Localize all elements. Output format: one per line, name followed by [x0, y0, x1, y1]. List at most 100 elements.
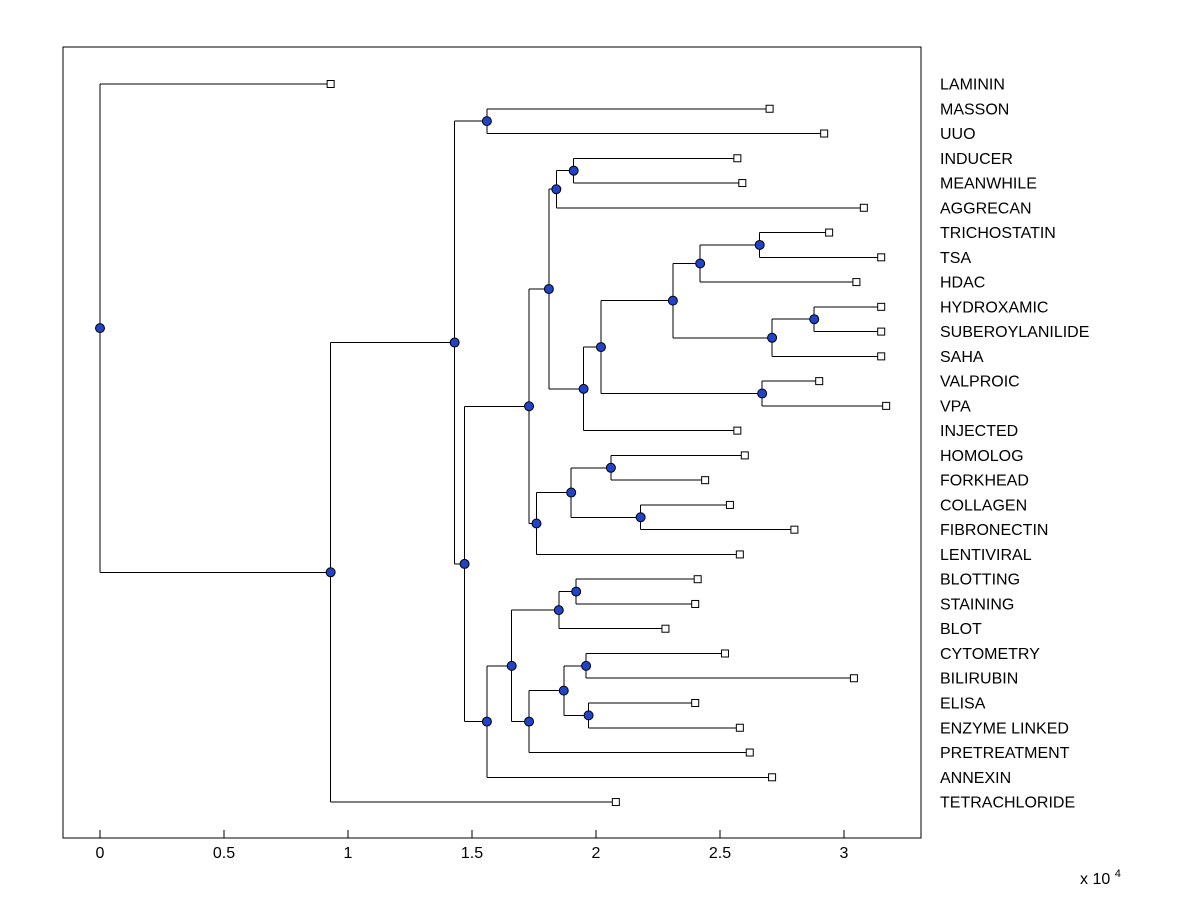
leaf-node-marker[interactable]: [790, 525, 799, 534]
leaf-label: LAMININ: [940, 77, 1005, 94]
leaf-label: ENZYME LINKED: [940, 720, 1069, 737]
leaf-node-marker[interactable]: [720, 649, 729, 658]
leaf-node-marker[interactable]: [815, 377, 824, 386]
leaf-node-marker[interactable]: [733, 154, 742, 163]
leaf-node-marker[interactable]: [820, 129, 829, 138]
leaf-label: FIBRONECTIN: [940, 522, 1048, 539]
leaf-node-marker[interactable]: [740, 451, 749, 460]
leaf-markers: [326, 80, 891, 807]
leaf-node-marker[interactable]: [735, 723, 744, 732]
leaf-label: INDUCER: [940, 151, 1013, 168]
leaf-label: MEANWHILE: [940, 176, 1037, 193]
leaf-label: SAHA: [940, 349, 984, 366]
x-axis-tick-label: 1.5: [461, 845, 483, 862]
leaf-node-marker[interactable]: [825, 228, 834, 237]
branch-node-marker[interactable]: [558, 685, 569, 696]
branch-node-marker[interactable]: [481, 716, 492, 727]
leaf-label: MASSON: [940, 101, 1009, 118]
leaf-label: CYTOMETRY: [940, 646, 1040, 663]
leaf-label: TETRACHLORIDE: [940, 795, 1075, 812]
branch-markers: [95, 116, 820, 727]
branch-node-marker[interactable]: [571, 586, 582, 597]
leaf-node-marker[interactable]: [661, 624, 670, 633]
branch-node-marker[interactable]: [506, 660, 517, 671]
branch-node-marker[interactable]: [757, 388, 768, 399]
leaf-node-marker[interactable]: [877, 253, 886, 262]
leaf-label: VPA: [940, 398, 971, 415]
branch-node-marker[interactable]: [568, 165, 579, 176]
leaf-node-marker[interactable]: [691, 599, 700, 608]
plot-box: [62, 46, 922, 839]
leaf-node-marker[interactable]: [745, 748, 754, 757]
branch-node-marker[interactable]: [695, 258, 706, 269]
branch-node-marker[interactable]: [553, 605, 564, 616]
branch-node-marker[interactable]: [754, 239, 765, 250]
leaf-label: VALPROIC: [940, 374, 1020, 391]
leaf-node-marker[interactable]: [849, 674, 858, 683]
leaf-label: TSA: [940, 250, 971, 267]
branch-node-marker[interactable]: [595, 342, 606, 353]
branch-node-marker[interactable]: [524, 716, 535, 727]
leaf-node-marker[interactable]: [852, 278, 861, 287]
branch-node-marker[interactable]: [481, 116, 492, 127]
leaf-node-marker[interactable]: [768, 773, 777, 782]
branch-node-marker[interactable]: [581, 660, 592, 671]
branch-node-marker[interactable]: [635, 512, 646, 523]
leaf-label: ELISA: [940, 696, 986, 713]
leaf-label: HOMOLOG: [940, 448, 1024, 465]
x-axis-tick-label: 2: [592, 845, 601, 862]
branch-node-marker[interactable]: [449, 337, 460, 348]
branch-node-marker[interactable]: [325, 567, 336, 578]
leaf-node-marker[interactable]: [859, 203, 868, 212]
leaf-node-marker[interactable]: [693, 575, 702, 584]
leaf-label: INJECTED: [940, 423, 1018, 440]
leaf-node-marker[interactable]: [733, 426, 742, 435]
leaf-label: HDAC: [940, 275, 985, 292]
branch-node-marker[interactable]: [95, 323, 105, 334]
x-axis-tick-label: 1: [344, 845, 353, 862]
leaf-label: BLOTTING: [940, 572, 1020, 589]
leaf-node-marker[interactable]: [735, 550, 744, 559]
leaf-label: LENTIVIRAL: [940, 547, 1032, 564]
leaf-node-marker[interactable]: [738, 179, 747, 188]
branch-node-marker[interactable]: [566, 487, 577, 498]
leaf-label: STAINING: [940, 596, 1014, 613]
branch-node-marker[interactable]: [809, 314, 820, 325]
leaf-label: PRETREATMENT: [940, 745, 1070, 762]
branch-node-marker[interactable]: [524, 401, 535, 412]
branch-node-marker[interactable]: [767, 332, 778, 343]
leaf-node-marker[interactable]: [765, 104, 774, 113]
branch-node-marker[interactable]: [551, 184, 562, 195]
branch-node-marker[interactable]: [667, 295, 678, 306]
x-axis-tick-label: 0: [96, 845, 105, 862]
leaf-node-marker[interactable]: [877, 302, 886, 311]
leaf-label: TRICHOSTATIN: [940, 225, 1056, 242]
leaf-label: BILIRUBIN: [940, 671, 1018, 688]
leaf-node-marker[interactable]: [691, 699, 700, 707]
leaf-node-marker[interactable]: [611, 798, 620, 807]
leaf-node-marker[interactable]: [725, 500, 734, 509]
branch-node-marker[interactable]: [459, 558, 470, 569]
leaf-label: ANNEXIN: [940, 770, 1011, 787]
branch-node-marker[interactable]: [531, 518, 542, 529]
leaf-labels: LAMININ MASSON UUO INDUCER MEANWHILE AGGRECAN…: [940, 77, 1089, 812]
leaf-node-marker[interactable]: [882, 401, 891, 410]
leaf-node-marker[interactable]: [877, 327, 886, 336]
branch-node-marker[interactable]: [578, 383, 589, 394]
branch-node-marker[interactable]: [543, 284, 554, 295]
tree-edges: [99, 83, 887, 803]
leaf-node-marker[interactable]: [877, 352, 886, 361]
leaf-label: BLOT: [940, 621, 982, 638]
x-axis-exponent-label: x 10 4: [1080, 868, 1121, 888]
leaf-label: UUO: [940, 126, 976, 143]
leaf-node-marker[interactable]: [326, 80, 335, 88]
leaf-node-marker[interactable]: [701, 476, 710, 485]
leaf-label: AGGRECAN: [940, 200, 1032, 217]
x-axis-tick-label: 2.5: [709, 845, 731, 862]
branch-node-marker[interactable]: [583, 710, 594, 721]
branch-node-marker[interactable]: [605, 462, 616, 473]
x-axis-tick-label: 0.5: [213, 845, 235, 862]
leaf-label: COLLAGEN: [940, 497, 1027, 514]
